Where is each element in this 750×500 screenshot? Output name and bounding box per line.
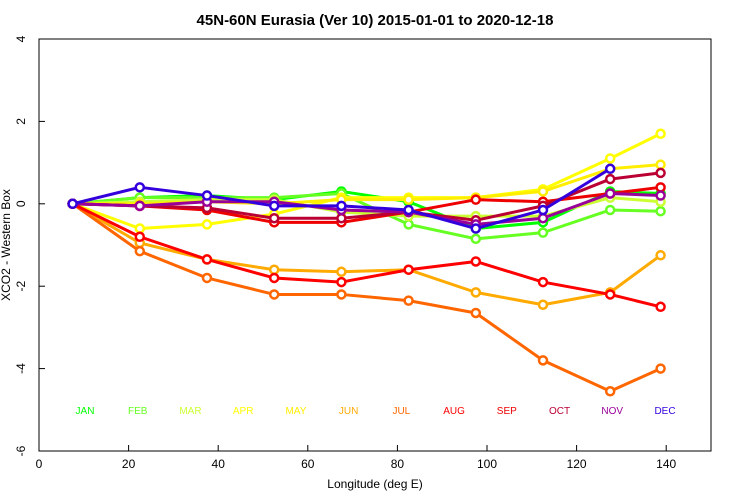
series-line	[71, 202, 662, 393]
y-tick-label: 4	[14, 35, 28, 42]
data-point	[537, 186, 549, 197]
legend-label: JUL	[392, 406, 410, 417]
data-point	[537, 355, 549, 366]
data-point	[67, 198, 78, 210]
data-point	[655, 182, 666, 193]
y-tick-label: -2	[14, 281, 28, 292]
data-point	[134, 231, 146, 243]
legend-label: FEB	[128, 406, 148, 417]
data-point	[201, 272, 213, 284]
data-point	[336, 212, 347, 224]
data-point	[470, 287, 482, 298]
x-tick-label: 80	[391, 457, 405, 471]
data-point	[655, 167, 666, 179]
data-point	[655, 301, 666, 313]
data-point	[604, 204, 616, 216]
data-point	[201, 190, 213, 201]
data-point	[134, 245, 146, 257]
legend-label: APR	[233, 406, 254, 417]
data-point	[403, 295, 414, 306]
series-layer	[67, 128, 666, 397]
data-point	[537, 227, 549, 238]
series-line	[72, 132, 662, 231]
data-point	[655, 205, 666, 217]
legend-label: JUN	[339, 406, 358, 417]
data-point	[655, 250, 666, 261]
x-tick-label: 140	[656, 457, 676, 471]
data-point	[201, 219, 213, 230]
data-point	[655, 363, 666, 374]
data-point	[655, 159, 666, 170]
data-point	[268, 264, 280, 275]
data-point	[537, 212, 549, 224]
data-point	[470, 307, 482, 319]
legend-label: MAY	[285, 406, 306, 417]
series-line	[72, 192, 661, 226]
y-axis-ticks: -6 -4 -2 0 2 4	[14, 35, 45, 456]
data-point	[604, 188, 616, 199]
data-point	[403, 204, 414, 216]
plot-frame	[38, 38, 712, 452]
data-point	[604, 386, 616, 397]
legend-label: NOV	[601, 406, 623, 417]
data-point	[336, 276, 347, 288]
x-tick-label: 40	[212, 457, 226, 471]
data-point	[336, 289, 347, 300]
series-line	[72, 171, 661, 222]
data-point	[604, 153, 616, 164]
data-point	[336, 200, 347, 212]
x-axis-label: Longitude (deg E)	[327, 477, 422, 491]
y-tick-label: 2	[14, 118, 28, 125]
data-point	[134, 223, 146, 234]
y-tick-label: -4	[14, 363, 28, 374]
legend-label: JAN	[76, 406, 95, 417]
data-point	[403, 194, 414, 205]
legend-label: SEP	[497, 406, 517, 417]
data-point	[336, 266, 347, 278]
x-tick-label: 60	[301, 457, 315, 471]
x-tick-label: 120	[567, 457, 587, 471]
chart-title: 45N-60N Eurasia (Ver 10) 2015-01-01 to 2…	[197, 12, 554, 29]
legend-label: OCT	[549, 406, 570, 417]
data-point	[604, 163, 616, 175]
legend-label: AUG	[443, 406, 465, 417]
legend-label: MAR	[179, 406, 201, 417]
series-line	[71, 202, 662, 307]
x-tick-label: 20	[122, 457, 136, 471]
data-point	[470, 194, 482, 205]
y-tick-label: -6	[14, 445, 28, 456]
data-point	[268, 272, 280, 284]
legend-label: DEC	[654, 406, 675, 417]
y-axis-label: XCO2 - Western Box	[0, 189, 13, 301]
y-tick-label: 0	[14, 200, 28, 207]
series-dec	[67, 163, 616, 234]
data-point	[403, 219, 414, 230]
data-point	[268, 289, 280, 300]
series-aug	[67, 198, 666, 313]
data-point	[537, 299, 549, 310]
data-point	[403, 264, 414, 275]
data-point	[134, 182, 146, 193]
series-line	[71, 202, 661, 309]
data-point	[537, 276, 549, 288]
data-point	[134, 200, 146, 212]
data-point	[604, 173, 616, 185]
data-point	[268, 200, 280, 212]
month-legend: JAN FEB MAR APR MAY JUN JUL AUG SEP OCT NOV DEC	[76, 406, 676, 417]
data-point	[537, 204, 549, 216]
x-tick-label: 100	[477, 457, 497, 471]
data-point	[470, 223, 482, 234]
data-point	[655, 190, 666, 201]
data-point	[470, 233, 482, 245]
data-point	[201, 254, 213, 265]
data-point	[655, 128, 666, 140]
x-tick-label: 0	[36, 457, 43, 471]
data-point	[470, 256, 482, 267]
x-axis-ticks: 0 20 40 60 80 100 120 140	[36, 445, 677, 471]
data-point	[268, 212, 280, 224]
data-point	[604, 289, 616, 300]
